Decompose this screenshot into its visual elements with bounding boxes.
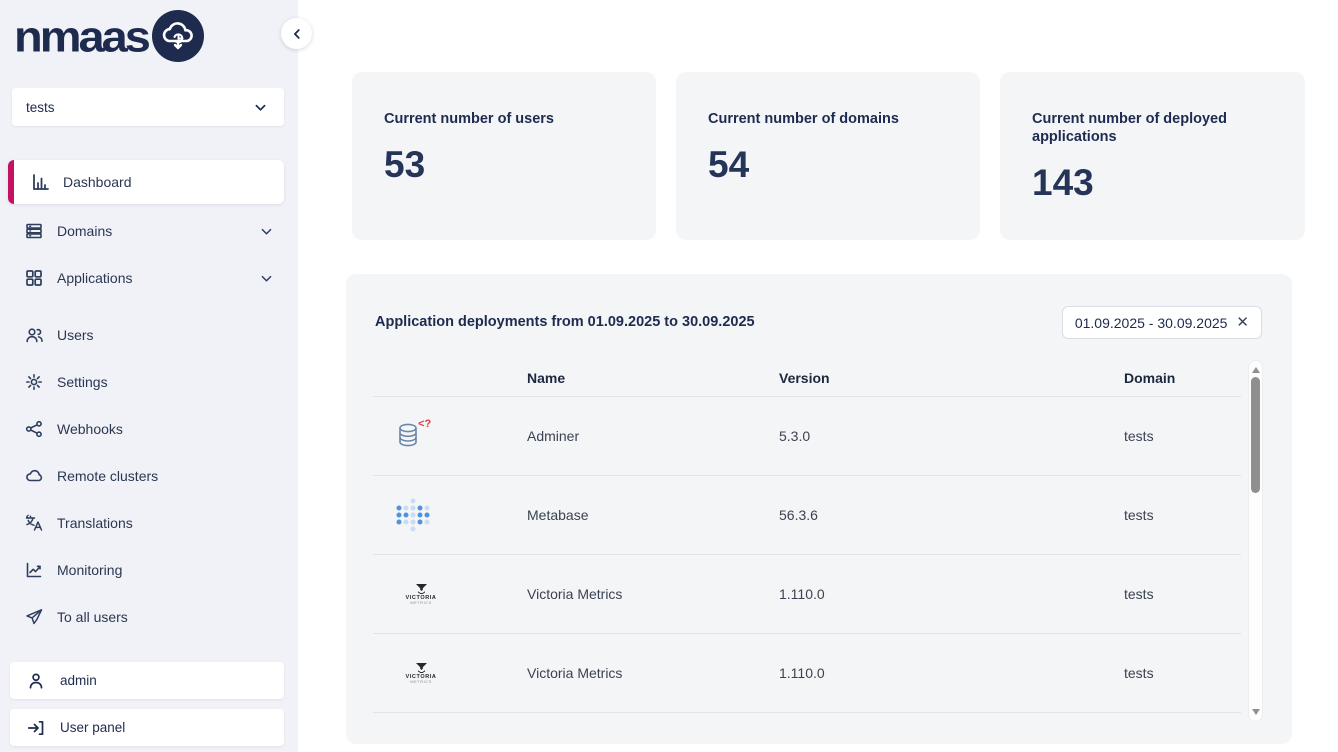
chevron-down-icon[interactable]	[256, 268, 276, 288]
sidebar-nav: Dashboard Domains Applications	[0, 160, 298, 637]
sidebar-item-label: Webhooks	[57, 421, 123, 437]
sidebar-item-label: Domains	[57, 223, 113, 239]
sidebar-item-webhooks[interactable]: Webhooks	[8, 409, 284, 449]
date-range-value: 01.09.2025 - 30.09.2025	[1074, 314, 1228, 331]
share-icon	[24, 419, 44, 439]
table-header-row: Name Version Domain	[373, 360, 1241, 396]
victoria-metrics-icon: VICTORIA METRICS	[393, 662, 449, 684]
gear-icon	[24, 372, 44, 392]
stat-label: Current number of deployed applications	[1032, 111, 1227, 146]
sidebar-item-settings[interactable]: Settings	[8, 362, 284, 402]
header-domain: Domain	[1124, 370, 1176, 386]
sidebar-item-label: To all users	[57, 609, 128, 625]
table-bottom-divider	[373, 712, 1241, 713]
sidebar-item-label: Settings	[57, 374, 108, 390]
nmaas-logo[interactable]: nmaas	[14, 8, 204, 64]
cell-domain: tests	[1124, 428, 1154, 444]
cell-app-name: Metabase	[527, 507, 589, 523]
table-row[interactable]: Metabase 56.3.6 tests	[373, 475, 1241, 554]
sidebar-item-applications[interactable]: Applications	[8, 258, 284, 298]
sidebar-item-label: Translations	[57, 515, 133, 531]
enter-icon	[26, 718, 46, 738]
table-row[interactable]: VICTORIA METRICS Victoria Metrics 1.110.…	[373, 554, 1241, 633]
sidebar-item-monitoring[interactable]: Monitoring	[8, 550, 284, 590]
person-icon	[26, 671, 46, 691]
deployments-panel: Application deployments from 01.09.2025 …	[346, 274, 1292, 744]
date-range-filter[interactable]: 01.09.2025 - 30.09.2025 ✕	[1061, 306, 1262, 339]
scroll-down-arrow-icon[interactable]	[1251, 709, 1260, 715]
cell-domain: tests	[1124, 507, 1154, 523]
domain-select[interactable]: tests	[12, 88, 284, 126]
sidebar-item-domains[interactable]: Domains	[8, 211, 284, 251]
sidebar-item-label: Dashboard	[63, 174, 132, 190]
cell-app-name: Victoria Metrics	[527, 665, 623, 681]
table-row[interactable]: VICTORIA METRICS Victoria Metrics 1.110.…	[373, 633, 1241, 712]
victoria-metrics-icon: VICTORIA METRICS	[393, 583, 449, 605]
sidebar: nmaas tests Dashboard	[0, 0, 312, 752]
header-version: Version	[779, 370, 830, 386]
sidebar-item-label: Monitoring	[57, 562, 123, 578]
svg-text:<?: <?	[418, 419, 431, 431]
chevron-down-icon[interactable]	[256, 221, 276, 241]
stat-value: 143	[1032, 162, 1094, 204]
sidebar-item-to-all-users[interactable]: To all users	[8, 597, 284, 637]
server-icon	[24, 221, 44, 241]
send-icon	[24, 607, 44, 627]
admin-user-label: admin	[60, 673, 97, 688]
header-name: Name	[527, 370, 566, 386]
cell-version: 1.110.0	[779, 665, 825, 681]
metabase-icon	[393, 495, 433, 535]
sidebar-item-label: Users	[57, 327, 94, 343]
scrollbar-thumb[interactable]	[1251, 377, 1260, 493]
user-panel-button[interactable]: User panel	[10, 709, 284, 746]
deployments-title: Application deployments from 01.09.2025 …	[375, 314, 755, 330]
domain-select-value: tests	[26, 99, 55, 115]
stat-card-domains: Current number of domains 54	[676, 72, 980, 240]
table-scrollbar[interactable]	[1248, 360, 1263, 722]
cell-version: 1.110.0	[779, 586, 825, 602]
bar-chart-icon	[30, 172, 50, 192]
cell-version: 56.3.6	[779, 507, 818, 523]
deployments-table: Name Version Domain <? Admine	[373, 360, 1241, 713]
sidebar-item-label: Remote clusters	[57, 468, 159, 484]
cell-version: 5.3.0	[779, 428, 811, 444]
close-icon[interactable]: ✕	[1236, 314, 1249, 331]
stat-value: 54	[708, 144, 750, 186]
adminer-icon: <?	[393, 415, 433, 457]
user-panel-label: User panel	[60, 720, 126, 735]
admin-user-button[interactable]: admin	[10, 662, 284, 699]
chevron-left-icon	[290, 27, 304, 41]
stat-label: Current number of domains	[708, 111, 899, 127]
table-row[interactable]: <? Adminer 5.3.0 tests	[373, 396, 1241, 475]
sidebar-item-label: Applications	[57, 270, 133, 286]
chevron-down-icon	[250, 97, 270, 117]
cell-app-name: Adminer	[527, 428, 580, 444]
sidebar-item-translations[interactable]: Translations	[8, 503, 284, 543]
line-chart-icon	[24, 560, 44, 580]
stat-card-deployed-apps: Current number of deployed applications …	[1000, 72, 1305, 240]
scroll-up-arrow-icon[interactable]	[1251, 367, 1260, 373]
stat-card-users: Current number of users 53	[352, 72, 656, 240]
sidebar-item-dashboard[interactable]: Dashboard	[8, 160, 284, 204]
sidebar-collapse-button[interactable]	[281, 18, 312, 49]
translate-icon	[24, 513, 44, 533]
cell-domain: tests	[1124, 586, 1154, 602]
users-icon	[24, 325, 44, 345]
nmaas-cloud-icon	[151, 10, 204, 62]
grid-icon	[24, 268, 44, 288]
cloud-icon	[24, 466, 44, 486]
sidebar-item-remote-clusters[interactable]: Remote clusters	[8, 456, 284, 496]
stat-value: 53	[384, 144, 426, 186]
cell-app-name: Victoria Metrics	[527, 586, 623, 602]
nmaas-wordmark: nmaas	[14, 11, 151, 61]
sidebar-item-users[interactable]: Users	[8, 315, 284, 355]
cell-domain: tests	[1124, 665, 1154, 681]
stat-label: Current number of users	[384, 111, 554, 127]
